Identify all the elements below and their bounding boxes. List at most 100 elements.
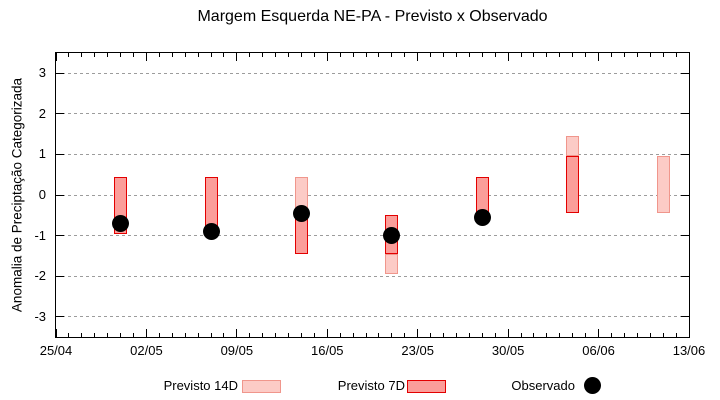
x2-tick xyxy=(455,53,457,57)
x-tick xyxy=(236,329,238,337)
x-tick xyxy=(598,329,600,337)
x2-tick xyxy=(559,53,561,57)
legend-label: Previsto 7D xyxy=(337,378,405,393)
x2-tick xyxy=(481,53,483,57)
observed-dot xyxy=(473,208,491,226)
x-tick xyxy=(145,329,147,337)
legend-swatch-observado xyxy=(583,377,601,394)
x-tick xyxy=(133,333,134,337)
x2-tick xyxy=(430,53,432,57)
legend-label: Previsto 14D xyxy=(163,378,238,393)
x-tick xyxy=(494,333,496,337)
x2-tick xyxy=(417,53,419,61)
x-tick xyxy=(352,333,354,337)
x2-tick xyxy=(184,53,186,57)
x2-tick xyxy=(598,53,600,61)
x-tick xyxy=(572,333,574,337)
x2-tick xyxy=(688,53,690,61)
x-tick xyxy=(55,329,57,337)
x2-tick xyxy=(223,53,225,57)
x-tick xyxy=(313,333,315,337)
x-tick xyxy=(688,329,690,337)
x2-tick xyxy=(262,53,264,57)
y2-tick xyxy=(681,153,689,155)
x2-tick xyxy=(494,53,496,57)
x-tick xyxy=(378,333,380,337)
x-tick xyxy=(120,333,122,337)
x-tick xyxy=(288,333,290,337)
x-tick xyxy=(275,333,277,337)
x2-tick xyxy=(288,53,290,57)
x-tick xyxy=(326,329,328,337)
forecast-bar-segment xyxy=(385,253,399,275)
x2-tick xyxy=(623,53,625,57)
x-tick xyxy=(391,333,393,337)
x2-tick xyxy=(610,53,612,57)
chart-title: Margem Esquerda NE-PA - Previsto x Obser… xyxy=(197,8,548,25)
x-tick xyxy=(662,333,664,337)
x2-tick xyxy=(145,53,147,61)
x-tick xyxy=(507,329,509,337)
x2-tick xyxy=(404,53,406,57)
x2-tick xyxy=(507,53,509,61)
y2-tick xyxy=(681,113,689,115)
x-tick-label: 25/04 xyxy=(39,343,73,358)
x2-tick xyxy=(68,53,70,57)
x2-tick xyxy=(675,53,677,57)
x-tick xyxy=(68,333,70,337)
forecast-bar-segment xyxy=(566,156,580,214)
x-tick-label: 09/05 xyxy=(220,343,254,358)
plot-area xyxy=(55,52,690,338)
x2-tick xyxy=(468,53,470,57)
x2-tick xyxy=(443,53,445,57)
x2-tick xyxy=(300,53,302,57)
y-tick-label: 0 xyxy=(38,187,46,202)
x-tick-label: 02/05 xyxy=(130,343,163,358)
gridline xyxy=(56,194,689,196)
x2-tick xyxy=(197,53,199,57)
x2-tick xyxy=(391,53,393,57)
x-tick xyxy=(81,333,83,337)
x-tick xyxy=(262,333,264,337)
x-tick-label: 06/06 xyxy=(582,343,615,358)
x-tick xyxy=(158,333,160,337)
gridline xyxy=(56,72,689,74)
x-tick xyxy=(468,333,470,337)
y-tick-label: -2 xyxy=(34,268,46,284)
x2-tick xyxy=(326,53,328,61)
x2-tick xyxy=(81,53,83,57)
x-tick xyxy=(300,333,302,337)
x-tick xyxy=(210,333,212,337)
x-tick xyxy=(107,333,109,337)
y-tick xyxy=(56,275,64,277)
x-tick xyxy=(249,333,251,337)
x-tick xyxy=(339,333,341,337)
x2-tick xyxy=(365,53,367,57)
y-tick-label: 3 xyxy=(38,65,46,81)
observed-dot xyxy=(383,227,401,245)
x-tick xyxy=(533,333,535,337)
x-tick xyxy=(520,333,522,337)
x2-tick xyxy=(94,53,96,57)
x2-tick xyxy=(275,53,277,57)
y-tick xyxy=(56,72,64,74)
x-tick xyxy=(171,333,173,337)
x-tick xyxy=(197,333,199,337)
observed-dot xyxy=(202,223,220,240)
x-tick xyxy=(675,333,677,337)
forecast-bar-segment xyxy=(475,176,489,214)
x-tick xyxy=(184,333,186,337)
y-tick-label: -1 xyxy=(34,227,46,243)
x2-tick xyxy=(249,53,251,57)
x2-tick xyxy=(520,53,522,57)
x-tick xyxy=(365,333,367,337)
observed-dot xyxy=(292,204,310,222)
x-tick xyxy=(649,333,651,337)
observed-dot xyxy=(112,214,130,232)
x2-tick xyxy=(133,53,134,57)
y2-tick xyxy=(681,316,689,318)
x2-tick xyxy=(210,53,212,57)
x2-tick xyxy=(107,53,109,57)
y-tick xyxy=(56,235,64,237)
